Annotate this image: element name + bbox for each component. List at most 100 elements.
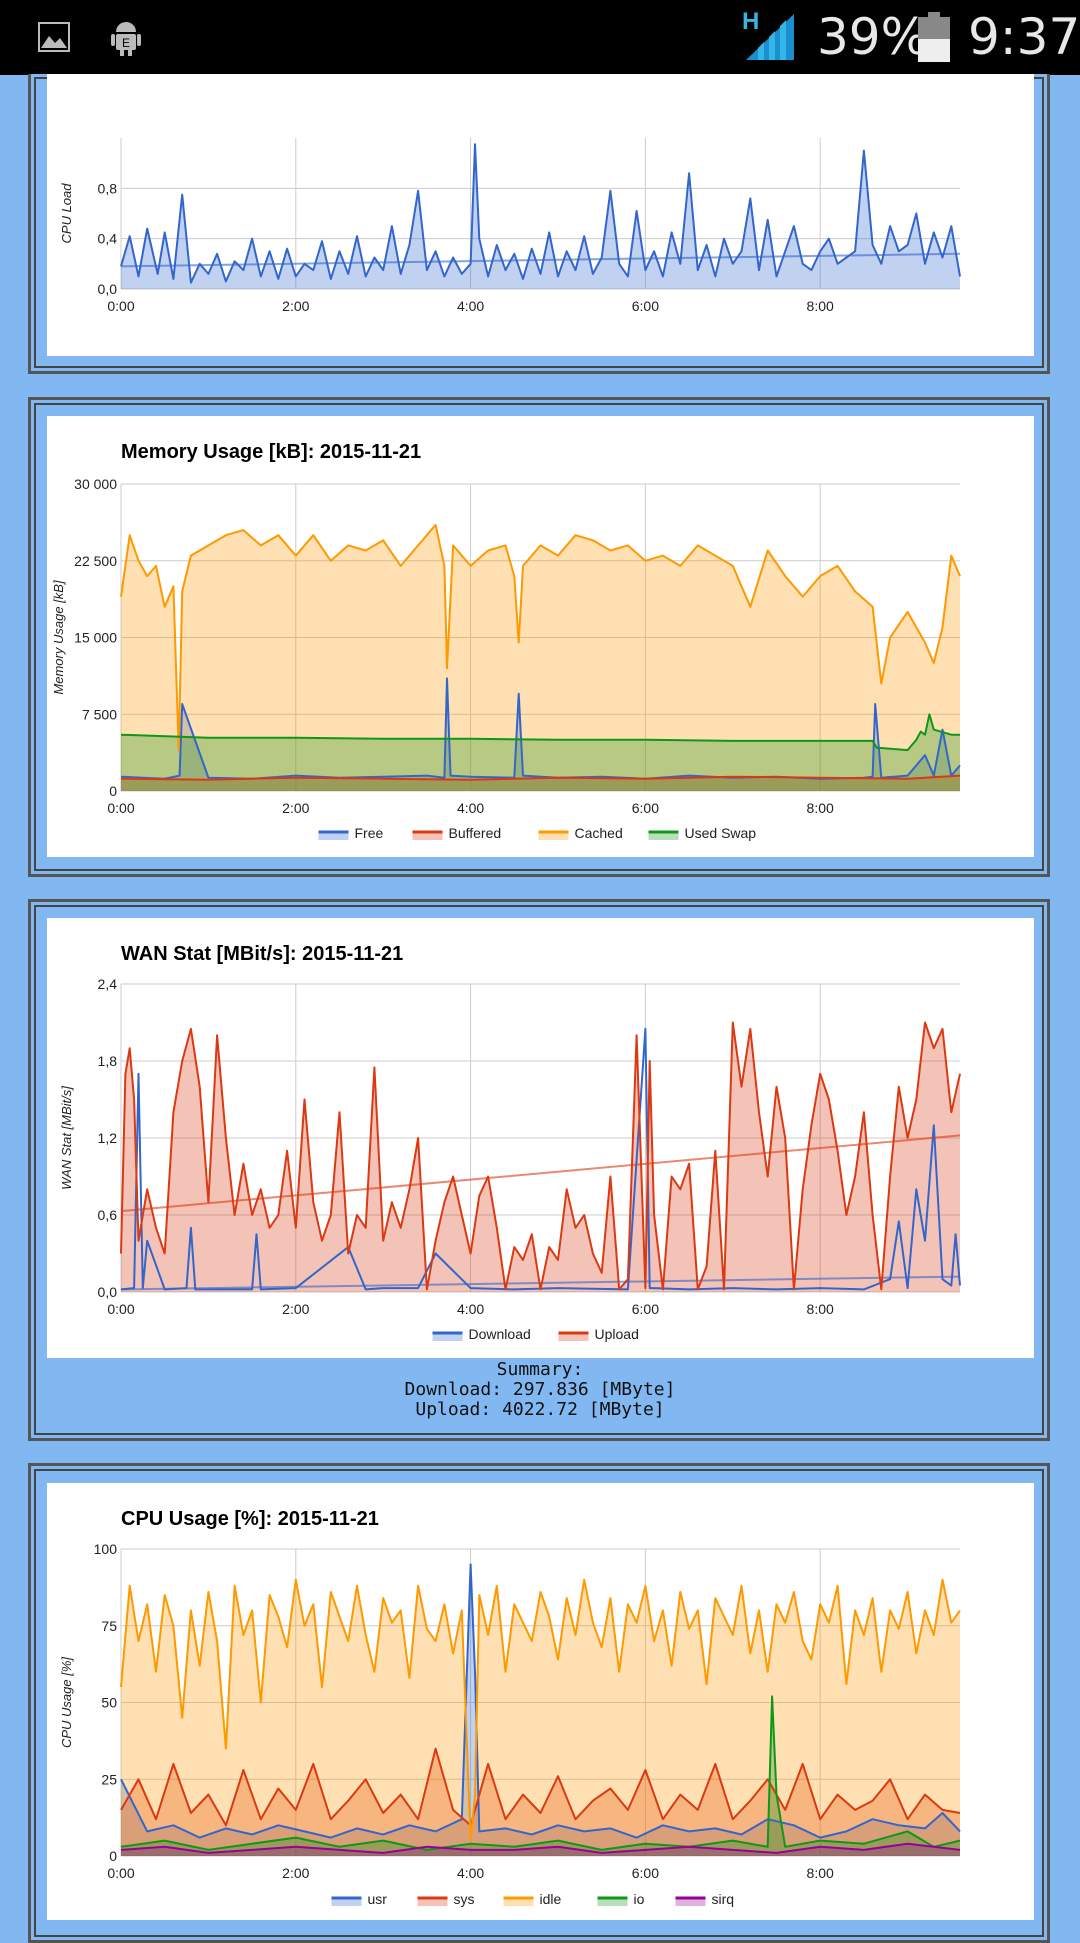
y-tick-label: 0,8 [98, 180, 118, 196]
y-tick-label: 1,2 [98, 1130, 118, 1146]
x-tick-label: 6:00 [632, 800, 659, 816]
y-tick-label: 0 [109, 1848, 117, 1864]
series-line-sirq [120, 1842, 961, 1854]
y-tick-label: 75 [101, 1618, 117, 1634]
series-area-usr [121, 1564, 960, 1856]
y-tick-label: 0,0 [98, 1284, 118, 1300]
y-tick-label: 0,0 [98, 281, 118, 297]
series-area-buffered [121, 775, 960, 791]
battery-percent: 39% [817, 8, 929, 66]
legend-label: Upload [595, 1326, 639, 1342]
x-tick-label: 2:00 [282, 1865, 309, 1881]
series-area-sirq [121, 1843, 960, 1856]
memory-card: Memory Usage [kB]: 2015-11-21 0 7 500 15 00… [47, 416, 1034, 857]
series-area-used-swap [121, 714, 960, 791]
x-tick-label: 0:00 [107, 1865, 134, 1881]
legend-label: Download [469, 1326, 531, 1342]
x-tick-label: 2:00 [282, 298, 309, 314]
y-axis-label: CPU Load [59, 183, 74, 244]
series-line-download [120, 1027, 961, 1291]
x-tick-label: 0:00 [107, 800, 134, 816]
y-tick-label: 0,6 [98, 1207, 118, 1223]
legend-label: Used Swap [685, 825, 757, 841]
y-axis-label: CPU Usage [%] [59, 1657, 74, 1748]
series-line-upload [120, 1021, 961, 1291]
memory-chart: Memory Usage [kB]: 2015-11-21 0 7 500 15 00… [51, 441, 961, 841]
svg-text:E: E [122, 36, 130, 50]
x-tick-label: 8:00 [807, 1301, 834, 1317]
legend-swatch-area [675, 1898, 706, 1906]
series-area-upload [121, 1022, 960, 1292]
status-bar: E H 39% 9:37 [0, 0, 1080, 75]
legend-swatch-area [538, 832, 569, 840]
series-line-buffered [120, 774, 961, 781]
android-debug-icon: E [111, 22, 141, 56]
legend-swatch-area [417, 1898, 448, 1906]
wan-chart: WAN Stat [MBit/s]: 2015-11-21 0,0 0,6 1,2 1,… [59, 943, 961, 1342]
cpu-load-chart: 0,0 0,4 0,8 0:00 2:00 4:00 6:00 8:00 CPU Load [59, 138, 961, 314]
clock: 9:37 [968, 8, 1080, 66]
series-line-usr [120, 1563, 961, 1839]
signal-icon [746, 14, 794, 60]
y-tick-label: 100 [94, 1541, 118, 1557]
summary-heading: Summary: [496, 1359, 584, 1380]
cpu-usage-card: CPU Usage [%]: 2015-11-21 0 25 50 75 100 0:00 2… [47, 1483, 1034, 1920]
series-line-io [120, 1695, 961, 1851]
legend-label: sys [454, 1891, 475, 1907]
legend-label: Free [355, 825, 384, 841]
y-tick-label: 25 [101, 1771, 117, 1787]
legend-label: sirq [712, 1891, 735, 1907]
battery-icon [918, 12, 950, 62]
wan-card: WAN Stat [MBit/s]: 2015-11-21 0,0 0,6 1,2 1,… [47, 918, 1034, 1358]
y-tick-label: 30 000 [74, 476, 117, 492]
series-line-sys [120, 1747, 961, 1827]
chart-title: CPU Usage [%]: 2015-11-21 [121, 1508, 379, 1530]
legend-swatch-area [432, 1333, 463, 1341]
cpu-load-card: 0,0 0,4 0,8 0:00 2:00 4:00 6:00 8:00 CPU Load [47, 74, 1034, 356]
legend-swatch-area [412, 832, 443, 840]
x-tick-label: 8:00 [807, 298, 834, 314]
x-tick-label: 4:00 [457, 800, 484, 816]
x-tick-label: 6:00 [632, 298, 659, 314]
summary-download: Download: 297.836 [MByte] [404, 1379, 676, 1400]
legend-swatch-area [318, 832, 349, 840]
series-area-idle [121, 1579, 960, 1856]
x-tick-label: 4:00 [457, 1865, 484, 1881]
x-tick-label: 8:00 [807, 800, 834, 816]
y-tick-label: 22 500 [74, 553, 117, 569]
x-tick-label: 8:00 [807, 1865, 834, 1881]
y-tick-label: 7 500 [82, 706, 117, 722]
wan-summary: Summary: Download: 297.836 [MByte] Uploa… [0, 1360, 1080, 1420]
y-axis-label: WAN Stat [MBit/s] [59, 1086, 74, 1190]
y-tick-label: 1,8 [98, 1053, 118, 1069]
series-area-cached [121, 524, 960, 791]
legend-label: Cached [575, 825, 623, 841]
x-tick-label: 0:00 [107, 298, 134, 314]
series-line-free [120, 677, 961, 780]
summary-upload: Upload: 4022.72 [MByte] [415, 1399, 665, 1420]
trendline-cpu-load [120, 252, 961, 268]
legend-swatch-area [503, 1898, 534, 1906]
y-axis-label: Memory Usage [kB] [51, 580, 66, 695]
series-area-cpu-load [121, 144, 960, 289]
gallery-icon [38, 22, 70, 52]
y-tick-label: 2,4 [98, 976, 118, 992]
network-type-label: H [742, 8, 760, 35]
series-line-used-swap [120, 713, 960, 752]
chart-title: WAN Stat [MBit/s]: 2015-11-21 [121, 943, 403, 965]
x-tick-label: 2:00 [282, 1301, 309, 1317]
legend-label: io [634, 1891, 645, 1907]
y-tick-label: 15 000 [74, 630, 117, 646]
trendline-upload [120, 1134, 961, 1213]
y-tick-label: 0 [109, 783, 117, 799]
x-tick-label: 6:00 [632, 1865, 659, 1881]
x-tick-label: 4:00 [457, 1301, 484, 1317]
series-line-cpu-load [120, 143, 961, 284]
legend-swatch-area [648, 832, 679, 840]
x-tick-label: 4:00 [457, 298, 484, 314]
legend-label: usr [368, 1891, 388, 1907]
legend-label: idle [540, 1891, 562, 1907]
y-tick-label: 0,4 [98, 231, 118, 247]
legend-swatch-area [558, 1333, 589, 1341]
x-tick-label: 6:00 [632, 1301, 659, 1317]
